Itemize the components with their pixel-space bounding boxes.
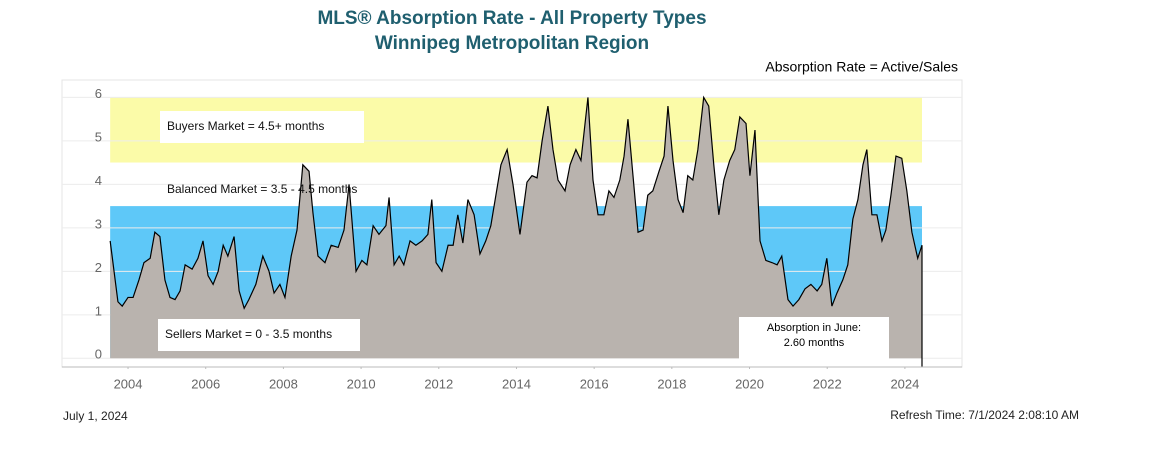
y-tick-label: 3: [95, 216, 102, 231]
x-tick-label: 2016: [580, 376, 609, 391]
y-tick-label: 2: [95, 260, 102, 275]
formula-note: Absorption Rate = Active/Sales: [765, 59, 958, 75]
plot: 0 1 2 3 4 5 6 2004 2006 2008 2010 2012 2014 2016 2018 2…: [61, 79, 963, 391]
x-tick-label: 2010: [347, 376, 376, 391]
y-tick-label: 1: [95, 303, 102, 318]
refresh-label: Refresh Time: 7/1/2024 2:08:10 AM: [890, 408, 1079, 422]
label-box: [160, 111, 364, 143]
line: [109, 95, 923, 310]
band-label: Buyers Market = 4.5+ months: [167, 119, 324, 133]
label-box: [158, 319, 360, 351]
x-tick-label: 2006: [191, 376, 220, 391]
date-label: July 1, 2024: [63, 409, 128, 423]
x-tick-label: 2008: [269, 376, 298, 391]
callout-text: Absorption in June:: [767, 322, 861, 334]
chart-subtitle: Winnipeg Metropolitan Region: [375, 33, 649, 54]
callout-box: [739, 317, 889, 359]
x-tick-label: 2018: [657, 376, 686, 391]
x-tick-label: 2024: [890, 376, 919, 391]
y-tick-label: 4: [95, 173, 102, 188]
band-label: Sellers Market = 0 - 3.5 months: [165, 327, 332, 341]
y-tick-label: 6: [95, 86, 102, 101]
x-tick-label: 2022: [813, 376, 842, 391]
x-tick-label: 2012: [424, 376, 453, 391]
band-label: Balanced Market = 3.5 - 4.5 months: [167, 182, 357, 196]
y-tick-label: 0: [95, 347, 102, 362]
y-tick-label: 5: [95, 129, 102, 144]
x-tick-label: 2020: [735, 376, 764, 391]
callout-text: 2.60 months: [784, 337, 845, 349]
area: [110, 97, 922, 359]
x-tick-label: 2014: [502, 376, 531, 391]
chart-title: MLS® Absorption Rate - All Property Type…: [317, 8, 706, 29]
x-tick-label: 2004: [114, 376, 143, 391]
